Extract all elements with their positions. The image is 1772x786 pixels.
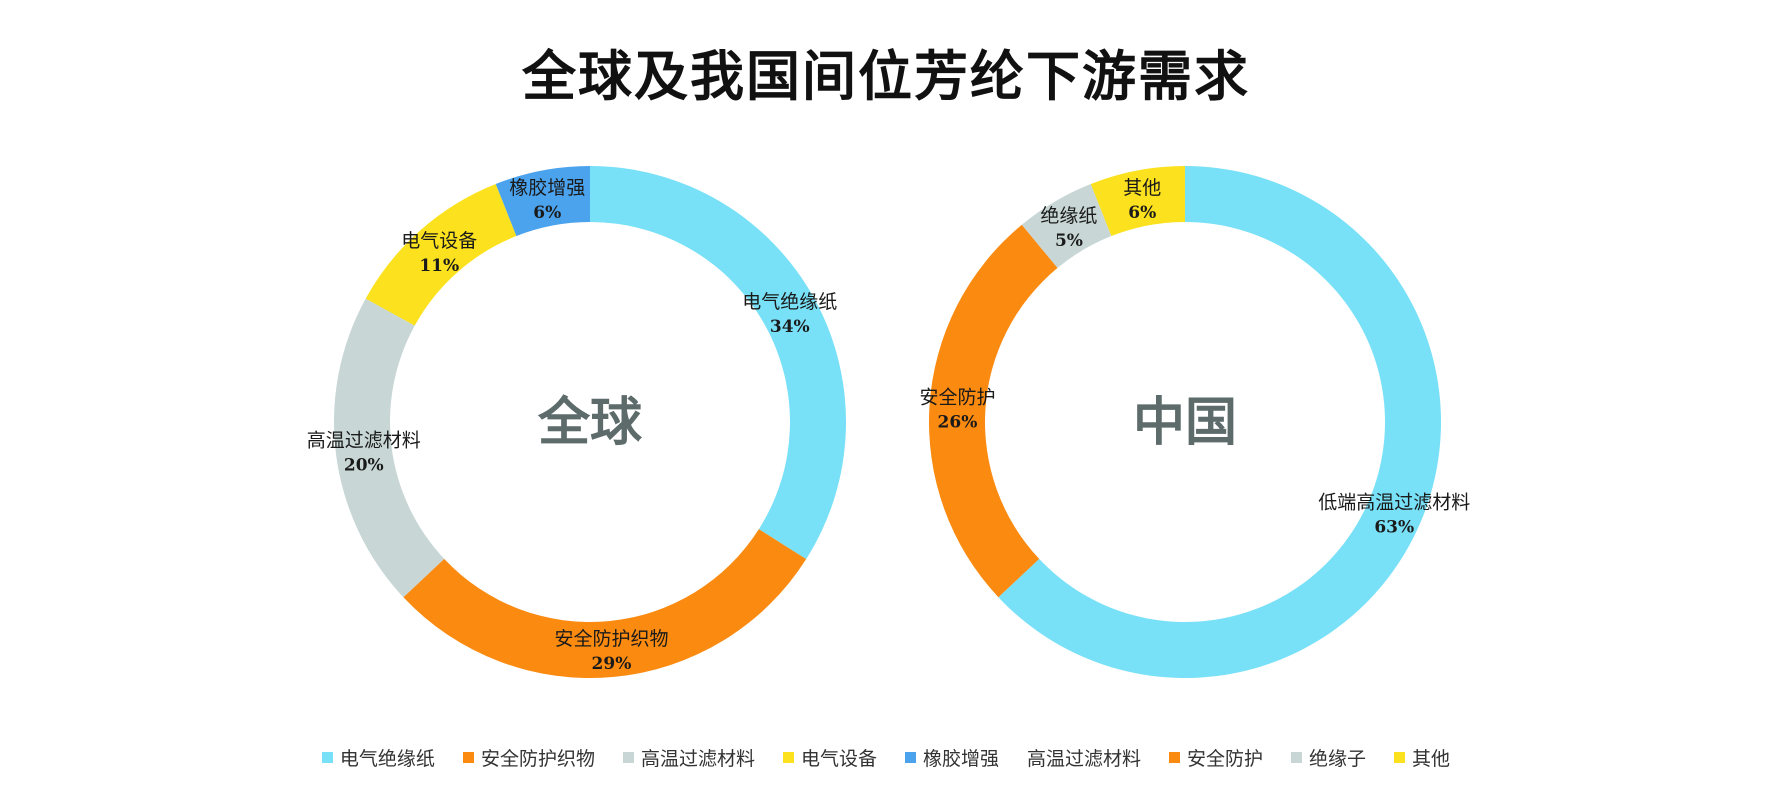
slice-value-label: 6% xyxy=(1128,203,1156,223)
legend-swatch xyxy=(904,752,916,763)
legend-swatch xyxy=(1291,752,1303,763)
slice xyxy=(403,529,807,678)
legend-item: 高温过滤材料 xyxy=(1027,744,1141,771)
slice xyxy=(495,166,590,237)
legend-label: 高温过滤材料 xyxy=(1027,748,1142,770)
legend-label: 电气设备 xyxy=(800,748,877,770)
legend: 电气绝缘纸 安全防护织物 高温过滤材料 电气设备 橡胶增强 高温过滤材料 安全防护 绝缘子 其他 xyxy=(0,744,1772,771)
legend-label: 安全防护织物 xyxy=(480,748,595,770)
slice xyxy=(365,183,517,326)
slice-label: 电气设备 xyxy=(401,230,477,252)
slice xyxy=(590,166,846,560)
slice-value-label: 26% xyxy=(938,413,978,433)
slice xyxy=(929,224,1058,598)
legend-item: 绝缘子 xyxy=(1291,744,1366,771)
page-title: 全球及我国间位芳纶下游需求 xyxy=(522,44,1250,108)
slice-label: 其他 xyxy=(1123,177,1161,199)
legend-swatch xyxy=(782,752,794,763)
slice-label: 安全防护织物 xyxy=(554,628,668,650)
slice-value-label: 11% xyxy=(419,256,459,276)
legend-item: 高温过滤材料 xyxy=(622,744,755,771)
slice xyxy=(998,166,1441,678)
legend-item: 安全防护织物 xyxy=(462,744,595,771)
slice-label: 橡胶增强 xyxy=(509,177,585,199)
legend-item: 其他 xyxy=(1394,744,1450,771)
slice xyxy=(334,298,445,598)
legend-item: 安全防护 xyxy=(1169,744,1263,771)
legend-swatch xyxy=(462,752,474,763)
slice xyxy=(1021,183,1112,268)
legend-label: 高温过滤材料 xyxy=(640,748,755,770)
slice-value-label: 34% xyxy=(770,317,810,337)
legend-item: 电气绝缘纸 xyxy=(321,744,435,771)
slice-value-label: 6% xyxy=(533,203,561,223)
legend-label: 其他 xyxy=(1412,748,1451,770)
center-label: 全球 xyxy=(537,393,643,453)
slice-label: 低端高温过滤材料 xyxy=(1318,492,1470,514)
legend-item: 橡胶增强 xyxy=(904,744,999,771)
slice-value-label: 20% xyxy=(344,456,384,476)
legend-swatch xyxy=(1169,752,1181,763)
slice-label: 安全防护 xyxy=(919,387,995,409)
slice xyxy=(1090,166,1185,237)
slice-label: 绝缘纸 xyxy=(1040,205,1097,227)
legend-label: 安全防护 xyxy=(1187,748,1264,770)
slice-value-label: 63% xyxy=(1374,518,1414,538)
legend-label: 橡胶增强 xyxy=(922,748,999,770)
donut-chart-global: 电气绝缘纸 34% 安全防护织物 29% 高温过滤材料 20% 电气设备 11% 橡胶增强 6% 全… xyxy=(307,166,846,678)
slice-value-label: 29% xyxy=(592,654,632,674)
legend-label: 绝缘子 xyxy=(1309,748,1367,770)
donut-chart-china: 低端高温过滤材料 63% 安全防护 26% 绝缘纸 5% 其他 6% 中国 xyxy=(919,166,1470,678)
legend-swatch xyxy=(1394,752,1406,763)
center-label: 中国 xyxy=(1133,393,1237,453)
legend-label: 电气绝缘纸 xyxy=(339,748,435,770)
slice-label: 电气绝缘纸 xyxy=(742,291,837,313)
legend-swatch xyxy=(622,752,634,763)
legend-item: 电气设备 xyxy=(782,744,877,771)
legend-swatch xyxy=(321,752,333,763)
slice-label: 高温过滤材料 xyxy=(307,430,421,452)
slice-value-label: 5% xyxy=(1055,231,1083,251)
